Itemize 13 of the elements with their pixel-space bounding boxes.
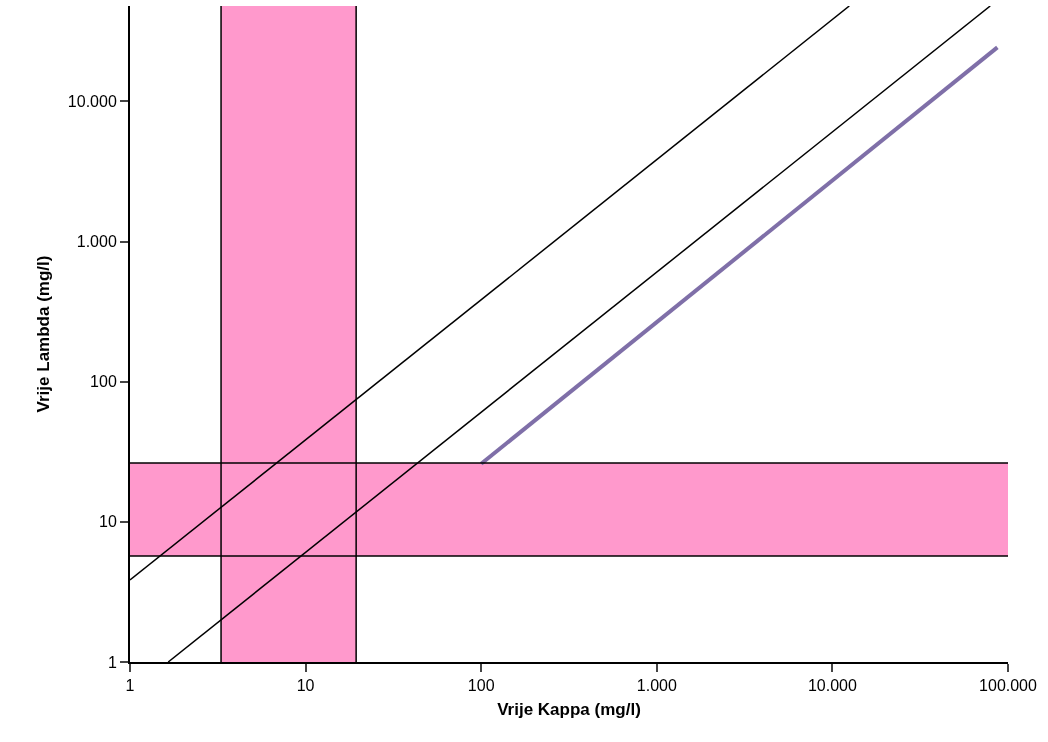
y-tick-label: 1.000 [76, 233, 117, 251]
x-tick-label: 1.000 [636, 677, 677, 695]
y-tick-label: 1 [107, 653, 117, 671]
x-tick-label: 10.000 [807, 677, 857, 695]
x-tick-label: 1 [125, 677, 135, 695]
x-tick-label: 100.000 [979, 677, 1038, 695]
y-tick-label: 100 [90, 373, 117, 391]
y-axis-title: Vrije Lambda (mg/l) [33, 255, 53, 413]
y-tick-label: 10.000 [67, 93, 117, 111]
x-axis-title: Vrije Kappa (mg/l) [497, 700, 641, 720]
y-tick-label: 10 [99, 513, 117, 531]
x-tick-label: 100 [467, 677, 495, 695]
x-tick-label: 10 [296, 677, 315, 695]
